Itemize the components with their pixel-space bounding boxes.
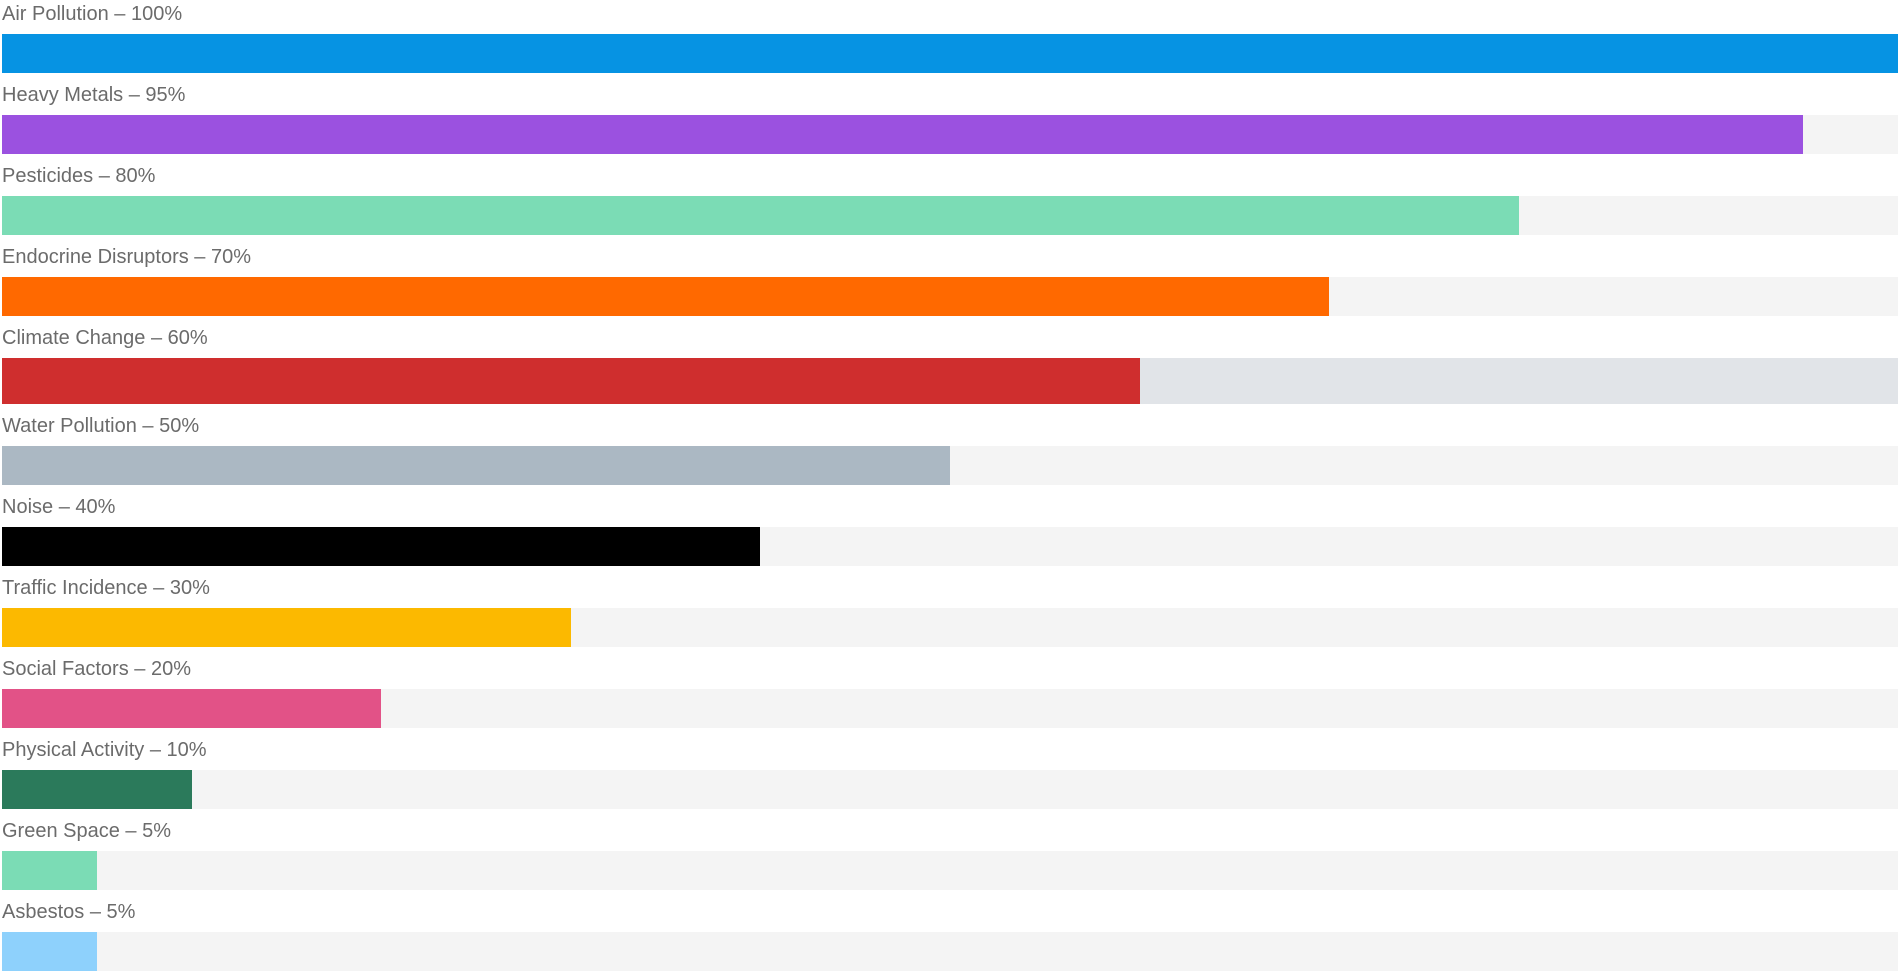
bar-track xyxy=(2,34,1898,73)
bar-track xyxy=(2,358,1898,404)
bar-track xyxy=(2,770,1898,809)
bar-track xyxy=(2,446,1898,485)
bar-label: Endocrine Disruptors – 70% xyxy=(2,246,252,268)
bar-track xyxy=(2,527,1898,566)
bar-fill-noise xyxy=(2,527,761,566)
bar-fill-air-pollution xyxy=(2,34,1898,73)
bar-item-air-pollution: Air Pollution – 100% xyxy=(2,0,1898,73)
bar-label: Pesticides – 80% xyxy=(2,165,156,187)
bar-fill-social-factors xyxy=(2,689,382,728)
bar-item-pesticides: Pesticides – 80% xyxy=(2,162,1898,235)
bar-label: Social Factors – 20% xyxy=(2,658,191,680)
bar-item-green-space: Green Space – 5% xyxy=(2,817,1898,890)
bar-item-traffic-incidence: Traffic Incidence – 30% xyxy=(2,574,1898,647)
bar-track xyxy=(2,932,1898,971)
bar-item-water-pollution: Water Pollution – 50% xyxy=(2,412,1898,485)
bar-item-social-factors: Social Factors – 20% xyxy=(2,655,1898,728)
bar-item-endocrine-disruptors: Endocrine Disruptors – 70% xyxy=(2,243,1898,316)
bar-fill-green-space xyxy=(2,851,97,890)
bar-fill-water-pollution xyxy=(2,446,950,485)
bar-track xyxy=(2,608,1898,647)
bar-label: Water Pollution – 50% xyxy=(2,415,200,437)
bar-fill-physical-activity xyxy=(2,770,192,809)
bar-track xyxy=(2,277,1898,316)
bar-label: Heavy Metals – 95% xyxy=(2,84,186,106)
bar-label: Green Space – 5% xyxy=(2,820,171,842)
bar-item-physical-activity: Physical Activity – 10% xyxy=(2,736,1898,809)
bar-label: Air Pollution – 100% xyxy=(2,3,183,25)
bar-fill-traffic-incidence xyxy=(2,608,571,647)
bar-label: Asbestos – 5% xyxy=(2,901,136,923)
bar-item-asbestos: Asbestos – 5% xyxy=(2,898,1898,971)
bar-fill-endocrine-disruptors xyxy=(2,277,1330,316)
bar-track xyxy=(2,689,1898,728)
bar-item-heavy-metals: Heavy Metals – 95% xyxy=(2,81,1898,154)
bar-item-climate-change: Climate Change – 60% xyxy=(2,324,1898,404)
bar-label: Traffic Incidence – 30% xyxy=(2,577,210,599)
bar-item-noise: Noise – 40% xyxy=(2,493,1898,566)
bar-fill-pesticides xyxy=(2,196,1519,235)
bar-track xyxy=(2,115,1898,154)
bar-fill-climate-change xyxy=(2,358,1140,404)
bar-track xyxy=(2,851,1898,890)
bar-fill-asbestos xyxy=(2,932,97,971)
bar-label: Noise – 40% xyxy=(2,496,116,518)
bar-label: Physical Activity – 10% xyxy=(2,739,207,761)
bar-label: Climate Change – 60% xyxy=(2,327,208,349)
bar-fill-heavy-metals xyxy=(2,115,1804,154)
bar-track xyxy=(2,196,1898,235)
